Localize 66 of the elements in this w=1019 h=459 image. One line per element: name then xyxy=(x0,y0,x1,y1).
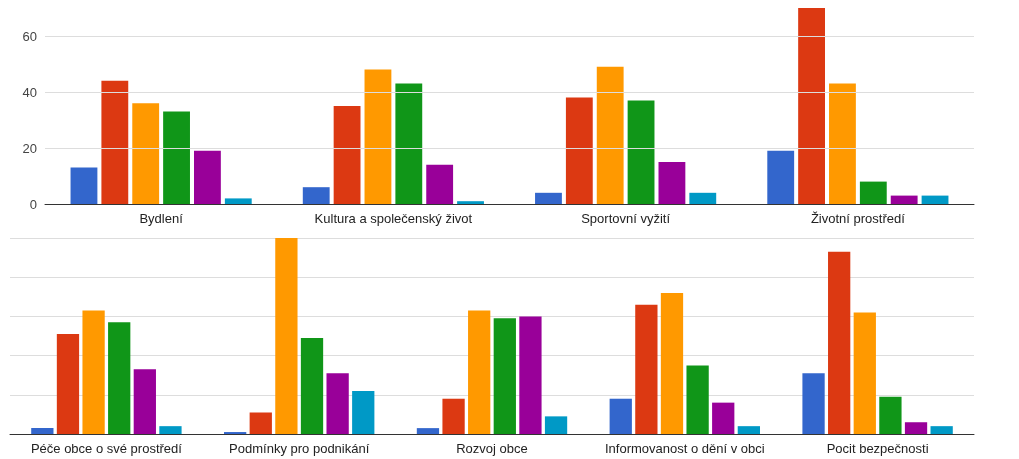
bar xyxy=(468,310,491,434)
x-tick-label: Kultura a společenský život xyxy=(314,211,473,226)
bar xyxy=(352,390,375,434)
bar xyxy=(802,372,825,434)
bar xyxy=(395,83,423,204)
bar xyxy=(798,8,825,204)
bar xyxy=(689,192,717,204)
bar xyxy=(519,315,542,434)
bar xyxy=(364,69,392,204)
bar xyxy=(828,251,851,434)
y-tick-label: 20 xyxy=(22,140,37,156)
bar xyxy=(859,181,887,204)
bar xyxy=(660,292,684,434)
bar xyxy=(163,111,190,204)
bar xyxy=(249,411,272,434)
bar xyxy=(930,425,953,434)
bar xyxy=(457,201,484,204)
bar xyxy=(302,187,330,204)
bar xyxy=(904,421,928,434)
bar xyxy=(737,425,760,434)
y-tick-label: 0 xyxy=(29,196,37,212)
bar xyxy=(224,198,252,204)
bar xyxy=(300,337,324,434)
bar xyxy=(70,167,98,204)
bar xyxy=(658,162,686,204)
bar xyxy=(635,304,658,434)
bar xyxy=(132,103,160,204)
bar xyxy=(133,368,156,434)
y-tick-label: 40 xyxy=(22,84,37,100)
bar xyxy=(853,311,876,434)
bar xyxy=(829,83,856,204)
x-tick-label: Péče obce o své prostředí xyxy=(30,440,183,456)
bar xyxy=(275,237,298,434)
bar xyxy=(159,425,182,434)
x-tick-label: Pocit bezpečnosti xyxy=(826,440,929,456)
bar xyxy=(879,396,902,434)
bar xyxy=(535,192,562,204)
bar xyxy=(493,317,516,434)
bar xyxy=(108,321,131,434)
y-tick-label: 60 xyxy=(22,28,37,44)
bar xyxy=(686,364,709,434)
bar xyxy=(921,195,949,204)
bar xyxy=(767,150,795,204)
bar xyxy=(101,80,129,204)
x-tick-label: Informovanost o dění v obci xyxy=(604,440,765,456)
bar xyxy=(890,195,918,204)
bar xyxy=(416,427,440,434)
x-tick-label: Bydlení xyxy=(139,211,184,226)
bar xyxy=(609,398,632,434)
x-tick-label: Rozvoj obce xyxy=(456,440,528,456)
x-tick-label: Sportovní vyžití xyxy=(581,211,671,226)
bar xyxy=(333,106,361,204)
bar xyxy=(82,310,105,434)
bar xyxy=(326,372,349,434)
bar xyxy=(31,427,54,434)
bar xyxy=(56,333,80,434)
bar xyxy=(596,66,624,204)
bar xyxy=(544,415,568,434)
bar xyxy=(712,402,735,434)
x-tick-label: Životní prostředí xyxy=(810,211,906,226)
bar xyxy=(442,398,465,434)
bar xyxy=(565,97,593,204)
bar xyxy=(194,150,221,204)
x-tick-label: Podmínky pro podnikání xyxy=(229,440,370,456)
bar xyxy=(426,164,454,204)
bar xyxy=(627,100,655,204)
